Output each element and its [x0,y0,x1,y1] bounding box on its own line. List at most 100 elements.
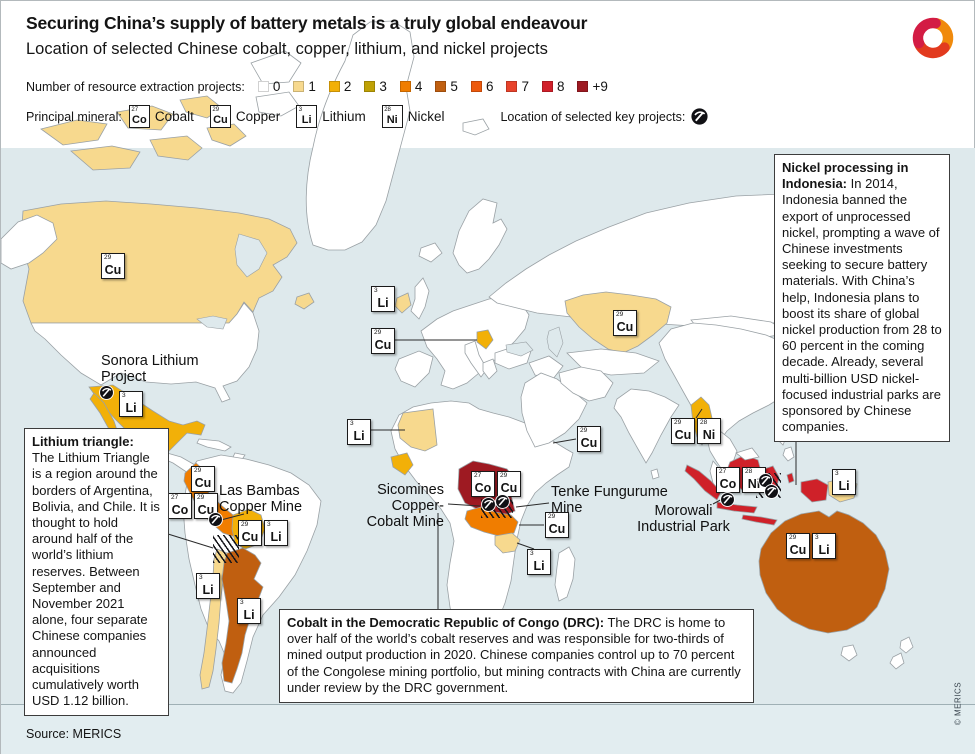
philippines [782,446,795,462]
country-indonesia-papua [800,478,829,503]
marker-chile-li: 3 Li [196,573,220,599]
element-symbol: Li [270,529,282,544]
page-title: Securing China’s supply of battery metal… [26,13,588,33]
country-indonesia-moluccas [786,472,795,484]
element-symbol: Li [818,542,830,557]
legend-swatch [293,81,305,92]
element-symbol: Co [171,502,189,517]
country-cuba [196,438,232,452]
annotation-title: Cobalt in the Democratic Republic of Con… [287,615,605,630]
legend-swatch [470,81,482,92]
leader-line [516,542,535,550]
leader-line [447,503,481,507]
marker-mexico-li: 3 Li [119,391,143,417]
atomic-number: 3 [122,392,126,399]
marker-myanmar-ni: 28 Ni [697,418,721,444]
atomic-number: 28 [745,468,753,475]
legend-count-label: 2 [343,79,352,94]
element-symbol: Cu [789,542,807,557]
country-canada-arctic [70,145,141,171]
element-symbol: Cu [616,319,634,334]
hudson-bay [234,233,268,278]
atomic-number: 3 [815,534,819,541]
mineral-name: Lithium [322,109,366,124]
atomic-number: 29 [789,534,797,541]
element-box-lithium: 3 Li [296,105,318,128]
atomic-number: 29 [212,106,220,113]
legend-count-label: 1 [308,79,316,94]
legend-count-item: 0 [257,79,280,94]
country-usa-alaska [1,214,58,270]
mineral-legend-label: Principal mineral: [26,109,122,124]
legend-count-item: 8 [541,79,564,94]
great-lakes [196,315,228,330]
legend-count-item: 6 [470,79,493,94]
element-symbol: Li [838,478,850,493]
marker-drc-cu: 29 Cu [497,471,521,497]
element-symbol: Cu [213,113,228,126]
legend-swatch [399,81,411,92]
source-note: Source: MERICS [26,727,122,741]
marker-mali-li: 3 Li [347,419,371,445]
country-canada-newfoundland [294,292,315,310]
element-symbol: Cu [500,480,518,495]
country-iraq [528,355,564,380]
country-greenland [305,20,415,251]
legend-swatch [506,81,518,92]
marker-zimbabwe-li: 3 Li [527,549,551,575]
element-symbol: Co [474,480,492,495]
atomic-number: 29 [374,329,382,336]
scandinavia [452,198,508,274]
atomic-number: 3 [240,599,244,606]
iberia [394,350,434,388]
hatch-lithium-triangle [213,535,239,563]
mineral-name: Copper [235,109,281,124]
marker-serbia-cu: 29 Cu [371,328,395,354]
leader-line [220,513,245,521]
country-usa [30,302,260,403]
atomic-number: 27 [474,472,482,479]
atomic-number: 29 [674,419,682,426]
key-projects-label: Location of selected key projects: [500,109,686,124]
marker-png-li: 3 Li [832,469,856,495]
legend-count-item: 7 [506,79,529,94]
malaysia-north-borneo [735,447,760,461]
marker-ireland-li: 3 Li [371,286,395,312]
element-symbol: Cu [674,427,692,442]
country-canada-arctic [40,119,108,146]
key-project-icon-morowali [758,473,773,488]
element-symbol: Li [533,558,545,573]
element-symbol: Li [125,400,137,415]
svalbard [462,118,490,136]
annotation-title: Nickel processing in Indonesia: [782,160,909,192]
element-symbol: Co [719,476,737,491]
country-iran [558,366,614,402]
element-box-cobalt: 27 Co [128,105,150,128]
caspian-sea [546,326,564,358]
element-symbol: Cu [104,262,122,277]
legend-count-label: 7 [521,79,529,94]
label-sonora-lithium-project: Sonora Lithium Project [101,353,199,386]
legend-count-label: 3 [379,79,387,94]
atomic-number: 3 [530,550,534,557]
atomic-number: 29 [580,427,588,434]
key-project-icon-sonora [99,385,114,400]
country-zimbabwe [494,532,521,554]
legend-count-item: +9 [577,79,608,94]
atomic-number: 29 [548,513,556,520]
atomic-number: 29 [241,521,249,528]
leader-line [515,502,550,508]
atomic-number: 3 [267,521,271,528]
key-project-icon-tenke [495,494,510,509]
element-symbol: Cu [194,475,212,490]
marker-myanmar-cu: 29 Cu [671,418,695,444]
country-guinea [390,452,414,476]
country-mali [397,408,438,452]
atomic-number: 3 [298,106,303,113]
atomic-number: 29 [197,494,205,501]
atomic-number: 28 [700,419,708,426]
marker-argentina-li: 3 Li [237,598,261,624]
new-zealand [899,636,914,654]
annotation-body: In 2014, Indonesia banned the export of … [782,176,942,435]
